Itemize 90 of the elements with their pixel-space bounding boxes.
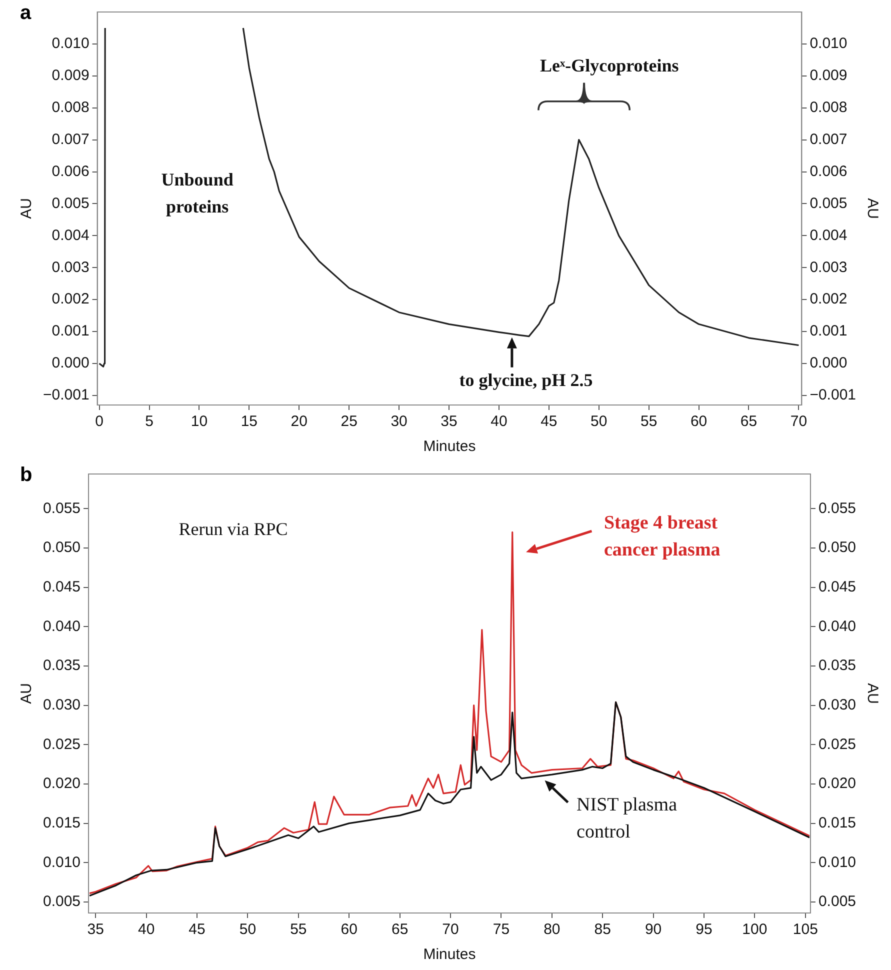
x-tick-label: 60 [340,921,358,938]
y-tick-label: 0.006 [52,162,90,180]
y2-tick-label: 0.010 [810,35,848,52]
y2-tick-label: 0.050 [818,539,856,556]
x-tick-label: 70 [442,921,459,938]
y2-axis-title: AU [864,683,881,704]
y2-tick-label: 0.040 [818,618,856,635]
y-tick-label: 0.002 [52,290,90,308]
y-axis-title: AU [18,683,36,704]
x-tick-label: 80 [544,921,560,938]
x-tick-label: 55 [290,921,307,938]
x-tick-label: 30 [390,413,408,430]
annotation: Leˣ-Glycoproteins [540,56,679,76]
x-tick-label: 45 [540,413,558,430]
y2-axis-title: AU [864,198,881,219]
y2-tick-label: 0.004 [810,226,848,244]
y2-tick-label: 0.020 [818,775,856,792]
chart-title: a [20,2,32,25]
x-tick-label: 45 [188,921,206,938]
y-tick-label: 0.050 [42,539,81,556]
y2-tick-label: 0.002 [810,290,848,308]
x-tick-label: 85 [594,921,611,938]
x-tick-label: 95 [696,921,712,938]
x-tick-label: 20 [290,413,308,430]
y-tick-label: 0.025 [42,736,81,753]
x-tick-label: 5 [145,413,154,430]
chart-title: b [20,464,32,487]
x-tick-label: 25 [340,413,358,430]
x-tick-label: 40 [490,413,508,430]
annotation: to glycine, pH 2.5 [459,370,593,390]
x-axis-title: Minutes [423,946,476,964]
x-tick-label: 15 [240,413,258,430]
annotation: Rerun via RPC [178,518,288,539]
y2-tick-label: 0.030 [818,696,856,714]
x-tick-label: 70 [790,413,808,430]
y2-tick-label: 0.005 [810,194,848,212]
y2-tick-label: 0.005 [818,893,856,910]
y-tick-label: 0.007 [52,130,90,148]
y-tick-label: 0.005 [52,194,90,212]
x-tick-label: 60 [690,413,708,430]
x-tick-label: 35 [87,921,104,938]
y-tick-label: 0.010 [52,35,90,52]
y2-tick-label: 0.045 [818,578,856,596]
y-tick-label: 0.000 [52,354,90,372]
y-tick-label: 0.040 [42,618,81,635]
y-tick-label: 0.009 [52,67,90,84]
y-tick-label: 0.001 [52,322,90,340]
y-tick-label: 0.010 [42,854,81,871]
x-tick-label: 35 [440,413,458,430]
y-tick-label: 0.004 [52,226,90,244]
y-tick-label: 0.030 [42,696,81,714]
x-tick-label: 90 [644,921,662,938]
y-tick-label: 0.035 [42,657,81,674]
x-tick-label: 100 [742,921,768,938]
legend-label: NIST plasma control [576,794,678,842]
y2-tick-label: −0.001 [810,386,856,404]
y2-tick-label: 0.007 [810,130,848,148]
x-axis-title: Minutes [423,438,476,456]
y-tick-label: 0.008 [52,98,90,116]
y-tick-label: 0.020 [42,775,81,792]
x-tick-label: 10 [190,413,208,430]
annotation: Unbound proteins [161,170,234,217]
y2-tick-label: 0.000 [810,354,848,372]
y2-tick-label: 0.015 [818,814,856,832]
x-tick-label: 65 [740,413,758,430]
y2-tick-label: 0.001 [810,322,848,340]
x-tick-label: 75 [492,921,510,938]
y-tick-label: 0.045 [42,578,81,596]
y-tick-label: 0.003 [52,258,90,276]
y-tick-label: 0.055 [42,500,81,517]
y-tick-label: 0.015 [42,814,81,832]
y-axis-title: AU [18,198,36,219]
y2-tick-label: 0.006 [810,162,848,180]
y2-tick-label: 0.025 [818,736,856,753]
y2-tick-label: 0.055 [818,500,856,517]
y-tick-label: 0.005 [42,893,81,910]
y-tick-label: −0.001 [43,386,90,404]
legend-label: Stage 4 breast cancer plasma [604,512,721,561]
y2-tick-label: 0.003 [810,258,848,276]
x-tick-label: 50 [239,921,256,938]
x-tick-label: 55 [640,413,658,430]
y2-tick-label: 0.035 [818,657,856,674]
x-tick-label: 105 [792,921,818,938]
x-tick-label: 0 [95,413,104,430]
y2-tick-label: 0.010 [818,854,856,871]
x-tick-label: 40 [138,921,155,938]
y2-tick-label: 0.008 [810,98,848,116]
x-tick-label: 50 [590,413,608,430]
x-tick-label: 65 [391,921,408,938]
y2-tick-label: 0.009 [810,67,848,84]
